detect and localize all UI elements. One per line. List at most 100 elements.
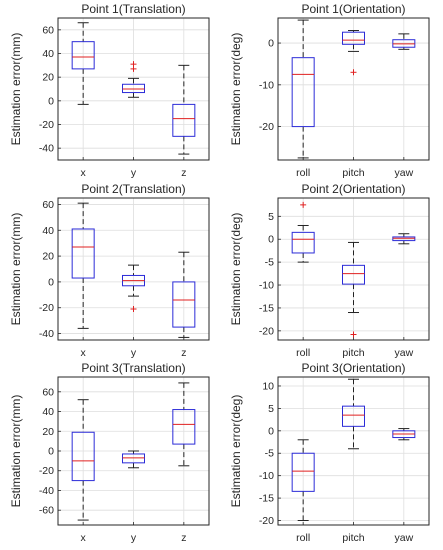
- axes-frame: [57, 17, 210, 161]
- y-tick-label: 10: [262, 380, 274, 392]
- box-z: [172, 382, 196, 467]
- axes-frame: [277, 376, 430, 526]
- iqr-box: [291, 57, 315, 128]
- iqr-box: [172, 409, 196, 445]
- y-tick-label: -60: [39, 505, 54, 517]
- y-tick-label: 5: [268, 403, 274, 415]
- x-tick-label: z: [181, 532, 186, 544]
- iqr-box: [71, 228, 95, 279]
- y-tick-label: 60: [42, 24, 54, 36]
- box-x: [71, 22, 95, 105]
- outlier-marker: [350, 331, 357, 338]
- subplot-1: -40 -20 0 20 40 60 x y z Point 1(Translation) Esti…: [9, 2, 210, 179]
- box-roll: [291, 19, 315, 159]
- y-tick-label: -20: [39, 465, 54, 477]
- y-tick-label: 20: [42, 251, 54, 263]
- y-tick-label: -10: [259, 280, 274, 292]
- subplot-6: -20 -15 -10 -5 0 5 10 roll pitch yaw Point 3(Orien…: [229, 361, 430, 544]
- y-tick-label: 40: [42, 48, 54, 60]
- y-tick-label: 0: [268, 38, 274, 50]
- subplot-title: Point 3(Orientation): [301, 361, 405, 375]
- box-yaw: [392, 33, 416, 50]
- subplot-title: Point 1(Translation): [81, 2, 185, 16]
- x-tick-label: yaw: [394, 532, 413, 544]
- iqr-box: [342, 31, 365, 45]
- x-tick-label: x: [81, 347, 87, 359]
- x-tick-label: z: [181, 347, 186, 359]
- x-tick-label: y: [131, 347, 137, 359]
- iqr-box: [342, 405, 365, 427]
- box-x: [71, 202, 95, 329]
- x-tick-label: pitch: [342, 167, 364, 179]
- y-axis-label: Estimation error(mm): [9, 395, 23, 508]
- subplot-3: -40 -20 0 20 40 60 x y z Point 2(Translation) Esti…: [9, 182, 210, 359]
- y-tick-label: 0: [268, 234, 274, 246]
- subplot-title: Point 3(Translation): [81, 361, 185, 375]
- x-tick-label: pitch: [342, 532, 364, 544]
- y-tick-label: -20: [259, 121, 274, 133]
- subplot-4: -20 -15 -10 -5 0 5 roll pitch yaw Point 2(Orienta…: [229, 182, 430, 359]
- box-y: [122, 264, 145, 313]
- y-tick-label: -15: [259, 302, 274, 314]
- x-tick-label: roll: [296, 167, 310, 179]
- y-axis-label: Estimation error(deg): [229, 395, 243, 508]
- iqr-box: [71, 431, 95, 482]
- axes-frame: [277, 17, 430, 161]
- y-tick-label: 20: [42, 426, 54, 438]
- box-pitch: [342, 241, 365, 338]
- y-tick-label: 20: [42, 72, 54, 84]
- outlier-marker: [350, 69, 357, 76]
- subplot-title: Point 1(Orientation): [301, 2, 405, 16]
- y-axis-label: Estimation error(deg): [229, 33, 243, 146]
- box-x: [71, 399, 95, 521]
- y-tick-label: 0: [48, 276, 54, 288]
- y-axis-label: Estimation error(mm): [9, 213, 23, 326]
- y-tick-label: -40: [39, 328, 54, 340]
- x-tick-label: yaw: [394, 167, 413, 179]
- box-pitch: [342, 30, 365, 76]
- y-tick-label: -10: [259, 79, 274, 91]
- y-tick-label: -10: [259, 470, 274, 482]
- y-tick-label: 60: [42, 199, 54, 211]
- axes-frame: [277, 197, 430, 341]
- y-tick-label: 40: [42, 406, 54, 418]
- box-y: [122, 61, 145, 98]
- box-pitch: [342, 378, 365, 450]
- y-tick-label: -40: [39, 485, 54, 497]
- box-z: [172, 251, 196, 338]
- y-tick-label: 0: [48, 446, 54, 458]
- x-tick-label: x: [81, 167, 87, 179]
- x-tick-label: pitch: [342, 347, 364, 359]
- box-yaw: [392, 428, 416, 441]
- y-tick-label: 40: [42, 225, 54, 237]
- y-tick-label: -20: [259, 325, 274, 337]
- box-y: [122, 450, 145, 469]
- x-tick-label: x: [81, 532, 87, 544]
- subplot-title: Point 2(Orientation): [301, 182, 405, 196]
- subplot-2: -20 -10 0 roll pitch yaw Point 1(Orientation) E…: [229, 2, 430, 179]
- x-tick-label: y: [131, 532, 137, 544]
- y-tick-label: -20: [39, 302, 54, 314]
- iqr-box: [172, 103, 196, 137]
- axes-frame: [57, 197, 210, 341]
- x-tick-label: roll: [296, 532, 310, 544]
- y-tick-label: -40: [39, 143, 54, 155]
- outlier-marker: [300, 201, 307, 208]
- iqr-box: [342, 264, 365, 285]
- y-tick-label: -15: [259, 493, 274, 505]
- iqr-box: [71, 41, 95, 70]
- axes-frame: [57, 376, 210, 526]
- subplot-5: -60 -40 -20 0 20 40 60 x y z Point 3(Translation) E…: [9, 361, 210, 544]
- y-tick-label: 0: [268, 425, 274, 437]
- y-tick-label: -20: [39, 119, 54, 131]
- box-roll: [291, 439, 315, 522]
- y-tick-label: -5: [265, 448, 274, 460]
- iqr-box: [291, 231, 315, 254]
- y-tick-label: -5: [265, 257, 274, 269]
- x-tick-label: roll: [296, 347, 310, 359]
- y-axis-label: Estimation error(deg): [229, 213, 243, 326]
- subplot-title: Point 2(Translation): [81, 182, 185, 196]
- outlier-marker: [130, 61, 137, 68]
- outlier-marker: [130, 306, 137, 313]
